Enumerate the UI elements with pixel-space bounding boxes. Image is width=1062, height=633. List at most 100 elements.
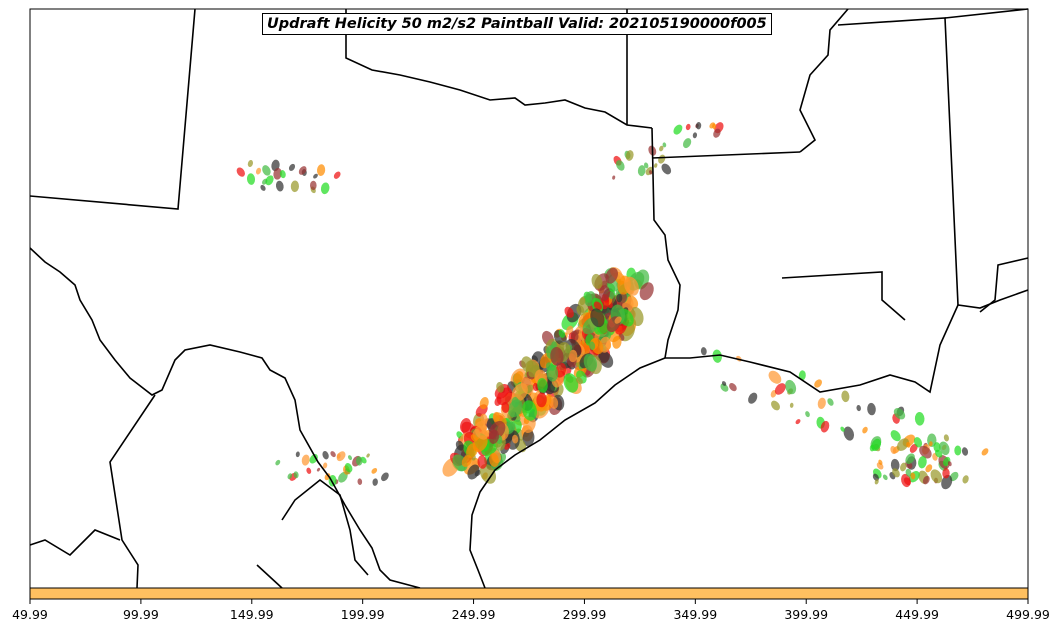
paintball-blob (893, 407, 906, 420)
paintball-blob (820, 420, 830, 433)
paintball-blob (662, 142, 667, 148)
paintball-blob (785, 379, 797, 395)
paintball-blob (712, 349, 722, 363)
tick-label: 299.99 (563, 607, 607, 622)
paintball-blob (247, 159, 253, 168)
paintball-blob (867, 402, 876, 416)
paintball-blob (654, 163, 658, 168)
paintball-blob (789, 402, 794, 408)
paintball-blob (605, 267, 618, 284)
paintball-blob (871, 438, 882, 452)
paintball-blob (814, 379, 822, 388)
paintball-blob (467, 464, 480, 480)
paintball-blob (685, 123, 691, 131)
paintball-blob (933, 442, 941, 453)
paintball-blob (537, 378, 548, 393)
paintball-blobs (236, 122, 989, 490)
tick-label: 249.99 (452, 607, 496, 622)
colorbar (29, 587, 1029, 600)
mx-state-3 (256, 564, 283, 589)
tx-la-border (651, 127, 681, 359)
paintball-blob (962, 475, 969, 484)
paintball-blob (320, 182, 330, 195)
paintball-blob (504, 443, 511, 450)
paintball-blob (771, 400, 780, 411)
paintball-blob (288, 163, 296, 171)
paintball-blob (279, 170, 286, 179)
paintball-blob (287, 473, 293, 480)
chart-title: Updraft Helicity 50 m2/s2 Paintball Vali… (262, 13, 772, 35)
paintball-blob (366, 453, 370, 458)
paintball-blob (598, 285, 611, 301)
paintball-blob (918, 456, 927, 469)
paintball-blob (558, 329, 566, 338)
paintball-blob (890, 430, 901, 442)
paintball-blob (501, 402, 510, 413)
paintball-blob (817, 397, 826, 409)
paintball-blob (795, 419, 801, 425)
paintball-blob (589, 341, 596, 351)
paintball-blob (293, 471, 299, 479)
paintball-blob (981, 448, 989, 456)
paintball-blob (624, 276, 639, 296)
paintball-blob (720, 383, 729, 392)
paintball-blob (878, 459, 883, 465)
paintball-blob (355, 456, 363, 466)
paintball-blob (333, 171, 341, 179)
paintball-blob (357, 478, 363, 485)
paintball-blob (768, 370, 782, 384)
paintball-blob (536, 392, 547, 408)
paintball-blob (371, 468, 378, 474)
texas-coast (469, 357, 666, 589)
paintball-blob (290, 180, 300, 193)
paintball-blob (713, 128, 721, 138)
paintball-blob (575, 377, 583, 385)
paintball-blob (906, 441, 911, 448)
paintball-blob (748, 392, 758, 404)
paintball-blob (925, 464, 933, 473)
paintball-blob (903, 477, 911, 486)
paintball-blob (930, 469, 943, 484)
paintball-blob (570, 330, 579, 342)
mx-state-4 (281, 478, 369, 576)
paintball-blob (275, 180, 284, 192)
tick-label: 149.99 (230, 607, 274, 622)
al-fl-border (979, 257, 1029, 313)
paintball-blob (612, 335, 622, 349)
tick-label: 49.99 (12, 607, 48, 622)
paintball-blob (260, 184, 266, 191)
paintball-blob (295, 451, 300, 458)
mx-state-2 (29, 529, 121, 557)
paintball-blob (545, 362, 552, 371)
paintball-blob (909, 443, 918, 453)
paintball-blob (322, 451, 329, 460)
paintball-blob (265, 175, 274, 186)
paintball-blob (598, 351, 614, 368)
paintball-blob (900, 462, 907, 472)
paintball-blob (841, 390, 850, 403)
paintball-blob (774, 383, 786, 395)
plot-frame (29, 8, 1029, 589)
paintball-blob (892, 468, 900, 478)
paintball-blob (475, 425, 488, 440)
paintball-blob (306, 467, 312, 474)
paintball-blob (347, 455, 353, 461)
paintball-blob (583, 353, 598, 372)
paintball-blob (316, 467, 321, 472)
tick-label: 399.99 (784, 607, 828, 622)
paintball-blob (939, 441, 950, 456)
paintball-blob (639, 282, 654, 301)
paintball-blob (805, 411, 810, 418)
paintball-blob (682, 138, 692, 149)
paintball-blob (890, 458, 900, 472)
boundaries (29, 8, 1029, 589)
al-border (944, 8, 1029, 19)
paintball-blob (477, 455, 487, 469)
paintball-blob (625, 150, 634, 161)
paintball-blob (658, 154, 666, 164)
paintball-blob (479, 464, 497, 484)
paintball-blob (913, 437, 923, 448)
paintball-blob (455, 440, 464, 451)
rio-grande (29, 247, 421, 589)
paintball-blob (942, 468, 950, 479)
